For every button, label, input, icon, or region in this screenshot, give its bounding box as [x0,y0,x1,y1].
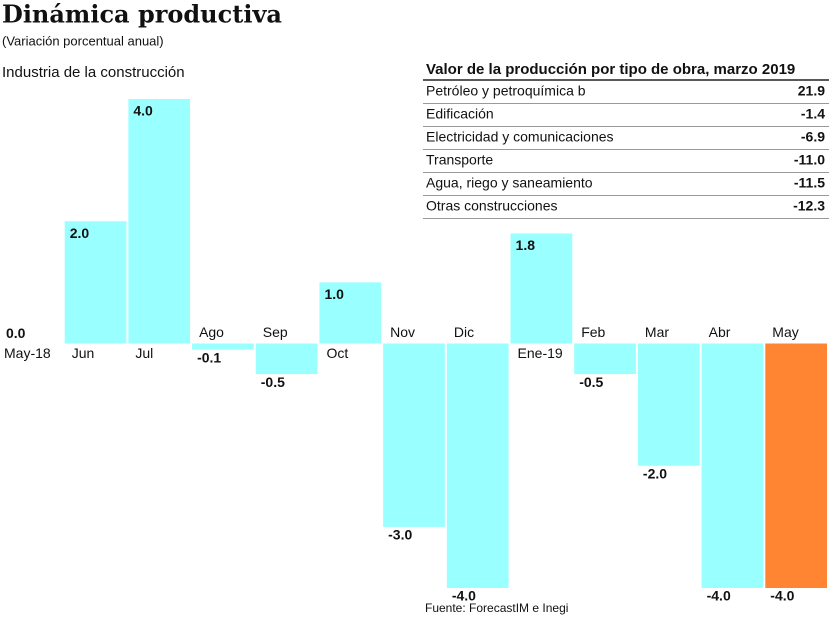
bar [446,343,509,588]
value-label: 0.0 [6,325,26,341]
value-label: -0.5 [579,374,603,390]
table-cell: Agua, riego y saneamiento [426,175,593,191]
table-value: -12.3 [793,198,825,214]
x-tick-label: Mar [645,324,669,340]
table-title: Valor de la producción por tipo de obra,… [426,61,795,78]
bar [574,343,636,375]
value-label: -0.1 [197,349,221,365]
table-cell: Otras construcciones [426,198,558,214]
chart-title: Dinámica productiva [2,0,282,29]
x-tick-label: May [772,324,798,340]
table-value: -6.9 [801,129,825,145]
bar [765,343,827,588]
value-label: 2.0 [70,225,90,241]
x-tick-label: Ago [199,324,224,340]
value-label: -0.5 [261,374,285,390]
x-tick-label: Oct [326,345,348,361]
x-tick-label: Ene-19 [518,345,563,361]
x-tick-label: May-18 [4,345,51,361]
source: Fuente: ForecastIM e Inegi [425,601,568,615]
bar [637,343,700,466]
table-value: -1.4 [801,106,825,122]
bar [64,221,127,344]
table-value: -11.0 [794,152,825,168]
table: Valor de la producción por tipo de obra,… [423,61,829,81]
table-value: 21.9 [798,83,825,99]
bar [192,343,254,350]
table-cell: Petróleo y petroquímica b [426,83,586,99]
value-label: -2.0 [643,465,667,481]
bar [701,343,764,588]
x-tick-label: Dic [454,324,474,340]
bar [319,282,382,344]
value-label: -4.0 [770,588,794,604]
chart-subtitle: Industria de la construcción [2,64,185,81]
x-tick-label: Abr [709,324,731,340]
bar [383,343,445,527]
x-tick-label: Feb [581,324,605,340]
x-tick-label: Jun [72,345,95,361]
value-label: -3.0 [388,527,412,543]
x-tick-label: Sep [263,324,288,340]
table-value: -11.5 [794,175,825,191]
subtitle: (Variación porcentual anual) [2,33,164,48]
x-tick-label: Jul [135,345,153,361]
x-tick-label: Nov [390,324,415,340]
bar [510,233,573,344]
table-cell: Edificación [426,106,494,122]
value-label: -4.0 [707,588,731,604]
value-label: -4.0 [452,588,476,604]
table-cell: Transporte [426,152,493,168]
bar [255,343,318,375]
value-label: 1.0 [324,286,344,302]
value-label: 1.8 [516,237,536,253]
table-cell: Electricidad y comunicaciones [426,129,614,145]
bar [128,99,191,344]
value-label: 4.0 [133,103,153,119]
